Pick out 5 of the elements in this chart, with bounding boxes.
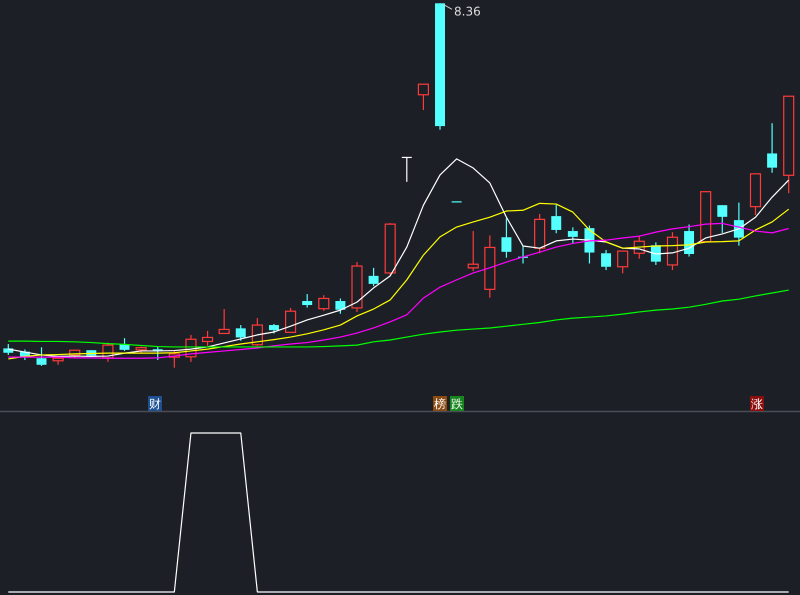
text: 财 (149, 397, 161, 411)
annotation: 8.36 (454, 4, 481, 18)
text: 跌 (451, 397, 463, 411)
text: 榜 (434, 397, 446, 411)
text: 涨 (751, 397, 763, 411)
